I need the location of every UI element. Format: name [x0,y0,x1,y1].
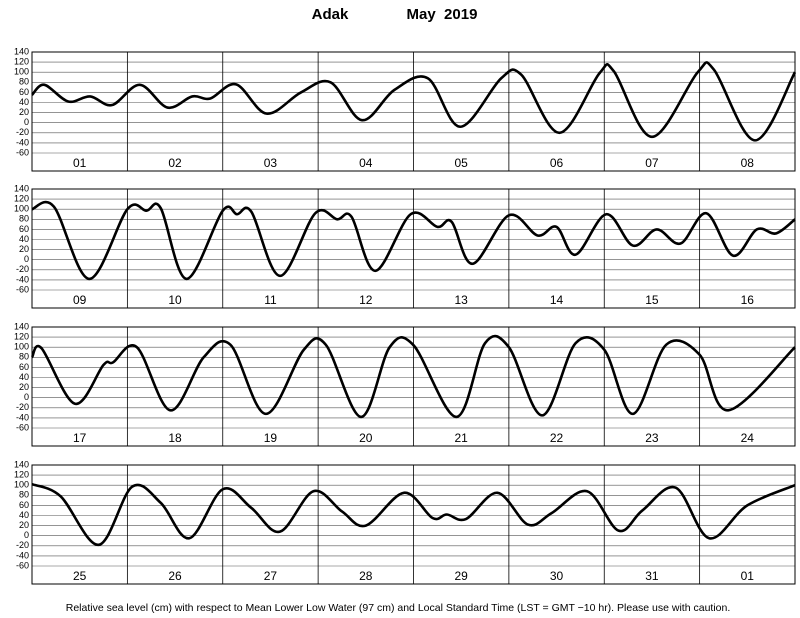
y-tick-label: -60 [16,422,29,432]
day-label: 20 [359,431,373,445]
y-tick-label: 60 [19,500,29,510]
panel-frame [31,326,796,447]
y-tick-label: -20 [16,540,29,550]
day-label: 09 [73,293,87,307]
y-tick-label: 80 [19,490,29,500]
day-label: 22 [550,431,564,445]
day-label: 07 [645,156,659,170]
y-tick-label: 100 [14,342,29,352]
tide-line [31,200,796,281]
y-tick-label: 140 [14,321,29,331]
day-label: 21 [455,431,469,445]
y-tick-label: -60 [16,147,29,157]
day-label: 23 [645,431,659,445]
y-tick-label: 100 [14,67,29,77]
y-tick-label: 120 [14,56,29,66]
panel-frame [31,188,796,309]
y-tick-label: 40 [19,234,29,244]
y-tick-label: -40 [16,412,29,422]
day-label: 24 [741,431,755,445]
day-label: 26 [168,569,182,583]
y-tick-label: 60 [19,87,29,97]
panel-frame [31,464,796,585]
day-label: 19 [264,431,278,445]
y-tick-label: 80 [19,77,29,87]
day-label: 08 [741,156,755,170]
day-label: 11 [264,293,277,307]
y-tick-label: -20 [16,402,29,412]
y-tick-label: 40 [19,510,29,520]
day-label: 16 [741,293,755,307]
day-label: 14 [550,293,564,307]
day-label: 27 [264,569,278,583]
y-tick-label: -20 [16,264,29,274]
day-label: 15 [645,293,659,307]
day-label: 31 [645,569,659,583]
y-tick-label: -40 [16,137,29,147]
day-label: 18 [168,431,182,445]
date-title: May 2019 [407,6,478,23]
day-label: 10 [168,293,182,307]
tide-line [30,334,796,419]
day-label: 28 [359,569,373,583]
y-tick-label: 100 [14,204,29,214]
y-tick-label: -60 [16,560,29,570]
y-tick-label: -40 [16,550,29,560]
day-label: 06 [550,156,564,170]
y-tick-label: 20 [19,244,29,254]
y-tick-label: 120 [14,469,29,479]
tide-line [31,61,797,142]
day-label: 25 [73,569,87,583]
day-label: 02 [168,156,182,170]
y-tick-label: 20 [19,520,29,530]
day-label: 13 [455,293,469,307]
y-tick-label: 0 [24,530,29,540]
panel-frame [31,51,796,172]
station-title: Adak [312,6,349,23]
day-label: 03 [264,156,278,170]
y-tick-label: -60 [16,284,29,294]
tide-line [31,482,796,547]
y-tick-label: 0 [24,117,29,127]
y-tick-label: 20 [19,382,29,392]
y-tick-label: 0 [24,254,29,264]
day-label: 29 [455,569,469,583]
y-tick-label: 40 [19,97,29,107]
y-tick-label: 40 [19,372,29,382]
day-label: 12 [359,293,373,307]
y-tick-label: 0 [24,392,29,402]
y-tick-label: 80 [19,214,29,224]
y-tick-label: 120 [14,331,29,341]
y-tick-label: 140 [14,459,29,469]
y-tick-label: 120 [14,193,29,203]
day-label: 17 [73,431,87,445]
y-tick-label: 60 [19,362,29,372]
y-tick-label: 80 [19,352,29,362]
y-tick-label: -20 [16,127,29,137]
day-label: 30 [550,569,564,583]
y-tick-label: 140 [14,46,29,56]
y-tick-label: 60 [19,224,29,234]
y-tick-label: 140 [14,183,29,193]
y-tick-label: -40 [16,274,29,284]
footer-note: Relative sea level (cm) with respect to … [66,602,731,614]
day-label: 01 [741,569,755,583]
y-tick-label: 20 [19,107,29,117]
day-label: 01 [73,156,87,170]
day-label: 04 [359,156,373,170]
day-label: 05 [455,156,469,170]
y-tick-label: 100 [14,480,29,490]
